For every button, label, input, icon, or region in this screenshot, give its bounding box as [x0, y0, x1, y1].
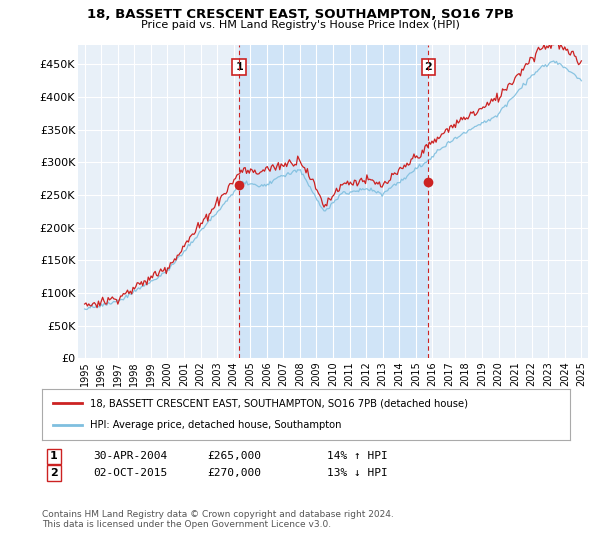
Text: 1: 1 — [235, 62, 243, 72]
Text: 18, BASSETT CRESCENT EAST, SOUTHAMPTON, SO16 7PB (detached house): 18, BASSETT CRESCENT EAST, SOUTHAMPTON, … — [89, 398, 467, 408]
Text: 02-OCT-2015: 02-OCT-2015 — [93, 468, 167, 478]
Text: £270,000: £270,000 — [207, 468, 261, 478]
Text: 18, BASSETT CRESCENT EAST, SOUTHAMPTON, SO16 7PB: 18, BASSETT CRESCENT EAST, SOUTHAMPTON, … — [86, 8, 514, 21]
Text: £265,000: £265,000 — [207, 451, 261, 461]
Text: 2: 2 — [424, 62, 432, 72]
Text: HPI: Average price, detached house, Southampton: HPI: Average price, detached house, Sout… — [89, 421, 341, 431]
Text: 13% ↓ HPI: 13% ↓ HPI — [327, 468, 388, 478]
Text: 30-APR-2004: 30-APR-2004 — [93, 451, 167, 461]
Bar — [239, 45, 428, 358]
Text: 14% ↑ HPI: 14% ↑ HPI — [327, 451, 388, 461]
Text: Contains HM Land Registry data © Crown copyright and database right 2024.
This d: Contains HM Land Registry data © Crown c… — [42, 510, 394, 529]
Text: Price paid vs. HM Land Registry's House Price Index (HPI): Price paid vs. HM Land Registry's House … — [140, 20, 460, 30]
Text: 1: 1 — [50, 451, 58, 461]
Text: 2: 2 — [50, 468, 58, 478]
